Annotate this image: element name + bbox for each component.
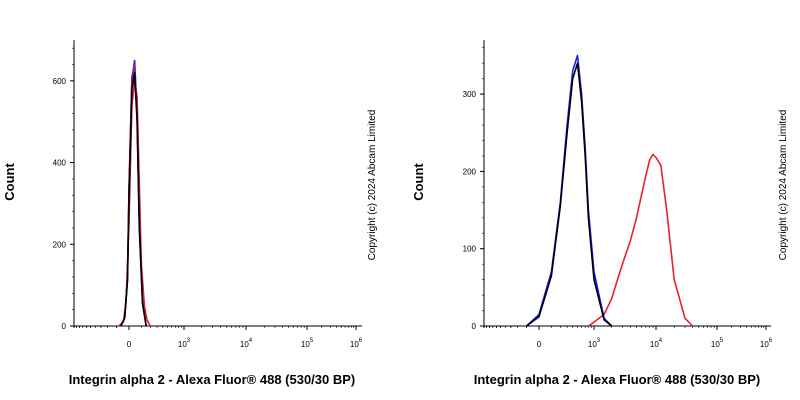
y-axis-label: Count xyxy=(2,163,17,201)
x-axis-label: Integrin alpha 2 - Alexa Fluor® 488 (530… xyxy=(69,372,356,387)
y-tick-label: 300 xyxy=(463,90,477,99)
copyright-text: Copyright (c) 2024 Abcam Limited xyxy=(367,110,378,261)
histogram-series-1 xyxy=(587,153,694,327)
x-tick-label: 103 xyxy=(588,338,601,349)
x-tick-label: 105 xyxy=(301,338,314,349)
x-axis-label: Integrin alpha 2 - Alexa Fluor® 488 (530… xyxy=(474,372,761,387)
y-tick-label: 0 xyxy=(62,322,67,331)
histogram-series-2 xyxy=(526,54,613,327)
x-tick-label: 106 xyxy=(350,338,363,349)
histogram-series-4 xyxy=(120,71,147,327)
y-tick-label: 400 xyxy=(53,159,67,168)
y-axis-label: Count xyxy=(411,163,426,201)
x-tick-label: 106 xyxy=(760,338,773,349)
histogram-panel-2: 0 100 200 300 0 103 104 105 106 Count Integrin alp… xyxy=(411,40,789,387)
copyright-text: Copyright (c) 2024 Abcam Limited xyxy=(778,110,789,261)
y-tick-label: 200 xyxy=(463,167,477,176)
x-tick-label: 105 xyxy=(711,338,724,349)
x-tick-label: 0 xyxy=(127,340,132,349)
y-tick-label: 200 xyxy=(53,240,67,249)
x-tick-label: 104 xyxy=(240,338,253,349)
histogram-series-3 xyxy=(526,62,613,327)
x-tick-label: 103 xyxy=(178,338,191,349)
x-tick-label: 104 xyxy=(650,338,663,349)
y-tick-label: 100 xyxy=(463,245,477,254)
histogram-series-1 xyxy=(118,80,152,327)
y-tick-label: 600 xyxy=(53,77,67,86)
y-tick-label: 0 xyxy=(472,322,477,331)
x-tick-label: 0 xyxy=(537,340,542,349)
histogram-panel-1: 0 200 400 600 0 103 104 105 106 Count Integrin alp… xyxy=(2,40,378,387)
